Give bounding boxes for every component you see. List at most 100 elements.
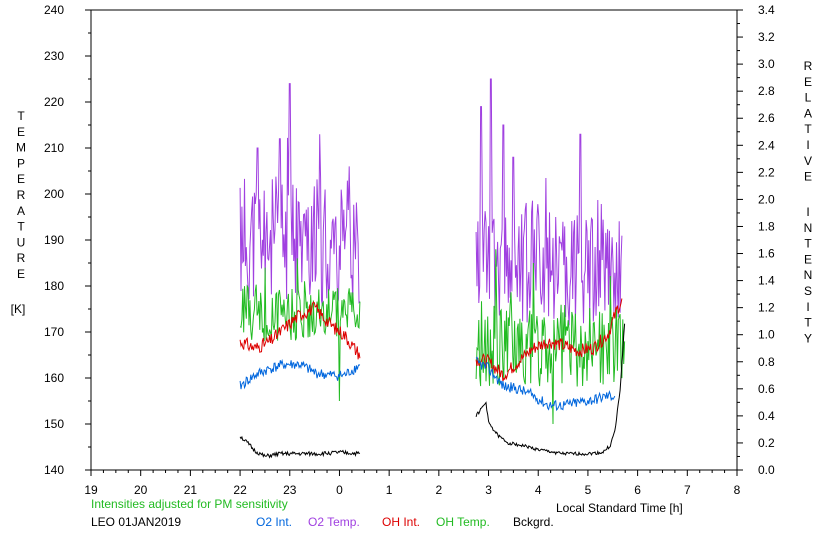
y-left-label-letter: R xyxy=(17,188,26,202)
series-layer xyxy=(239,78,626,459)
y-left-label-letter: E xyxy=(17,267,25,281)
series-line-segment xyxy=(239,358,361,390)
y-right-tick-label: 0.8 xyxy=(758,355,775,369)
y-left-unit: [K] xyxy=(11,302,26,316)
x-tick-label: 1 xyxy=(386,483,393,497)
y-left-tick-label: 170 xyxy=(44,325,64,339)
y-left-label-letter: E xyxy=(17,172,25,186)
series-line-segment xyxy=(475,298,623,382)
y-right-tick-label: 1.2 xyxy=(758,301,775,315)
y-right-label-letter: E xyxy=(804,75,812,89)
series-line-segment xyxy=(475,323,626,457)
legend-entry: O2 Temp. xyxy=(308,515,360,529)
series-line-segment xyxy=(239,301,361,360)
y-right-tick-label: 1.4 xyxy=(758,274,775,288)
plot-frame xyxy=(90,9,738,471)
y-right-label-letter: N xyxy=(804,268,813,282)
x-tick-label: 21 xyxy=(184,483,198,497)
y-left-tick-label: 180 xyxy=(44,279,64,293)
y-right-tick-label: 2.6 xyxy=(758,111,775,125)
x-tick-label: 2 xyxy=(436,483,443,497)
y-left-label-letter: A xyxy=(17,204,25,218)
series-o2-temp xyxy=(239,78,623,326)
legend: O2 Int. O2 Temp. OH Int. OH Temp. Bckgrd. xyxy=(256,515,554,529)
y-left-label-letter: U xyxy=(17,235,26,249)
series-line-segment xyxy=(475,356,616,412)
y-right-label-letter: N xyxy=(804,221,813,235)
series-bckgrd xyxy=(239,323,626,459)
y-left-tick-label: 140 xyxy=(44,463,64,477)
y-right-tick-label: 0.0 xyxy=(758,463,775,477)
x-tick-label: 5 xyxy=(585,483,592,497)
y-left-label-letter: R xyxy=(17,251,26,265)
x-tick-label: 0 xyxy=(336,483,343,497)
y-left-tick-label: 150 xyxy=(44,417,64,431)
y-right-label-letter: Y xyxy=(804,331,812,345)
y-right-tick-label: 1.0 xyxy=(758,328,775,342)
y-left-tick-label: 220 xyxy=(44,95,64,109)
y-left-tick-layer: 140 150 160 170 180 190 200 210 220 230 240 xyxy=(44,3,91,477)
legend-entry: O2 Int. xyxy=(256,515,292,529)
x-tick-label: 20 xyxy=(134,483,148,497)
y-left-tick-label: 200 xyxy=(44,187,64,201)
series-oh-int xyxy=(239,298,623,382)
y-left-tick-label: 240 xyxy=(44,3,64,17)
x-tick-label: 6 xyxy=(634,483,641,497)
y-right-label-letter: V xyxy=(804,154,812,168)
station-date: LEO 01JAN2019 xyxy=(91,515,181,529)
y-right-label-letter: T xyxy=(804,122,812,136)
y-right-label-letter: E xyxy=(804,252,812,266)
y-right-tick-label: 2.2 xyxy=(758,165,775,179)
y-right-tick-label: 3.0 xyxy=(758,57,775,71)
y-right-label-letter: I xyxy=(806,138,809,152)
y-right-tick-label: 0.4 xyxy=(758,409,775,423)
series-line-segment xyxy=(239,435,361,459)
sensitivity-note: Intensities adjusted for PM sensitivity xyxy=(91,497,288,511)
y-right-tick-layer: 0.0 0.2 0.4 0.6 0.8 1.0 1.2 1.4 1.6 1.8 2.0 2.2 2.4 2… xyxy=(737,3,775,477)
y-right-tick-label: 3.2 xyxy=(758,30,775,44)
y-left-tick-label: 230 xyxy=(44,49,64,63)
y-right-label-letter: S xyxy=(804,284,812,298)
series-line-segment xyxy=(239,83,361,307)
x-axis-label: Local Standard Time [h] xyxy=(556,501,683,515)
y-left-label-letter: M xyxy=(16,141,26,155)
x-tick-label: 22 xyxy=(233,483,247,497)
y-right-tick-label: 2.0 xyxy=(758,192,775,206)
y-right-tick-label: 0.6 xyxy=(758,382,775,396)
y-right-label-letter: L xyxy=(805,91,812,105)
x-tick-layer: 19 20 21 22 23 0 1 2 3 4 5 6 7 8 xyxy=(84,470,741,497)
y-left-label-letter: T xyxy=(17,220,25,234)
y-right-tick-label: 0.2 xyxy=(758,436,775,450)
series-line-segment xyxy=(239,258,361,402)
y-left-label-letter: P xyxy=(17,156,25,170)
y-left-label-letter: E xyxy=(17,125,25,139)
y-left-tick-label: 160 xyxy=(44,371,64,385)
legend-entry: Bckgrd. xyxy=(513,515,554,529)
y-right-label-letter: A xyxy=(804,106,812,120)
x-tick-label: 4 xyxy=(535,483,542,497)
legend-entry: OH Temp. xyxy=(436,515,490,529)
y-right-label-letter: I xyxy=(806,205,809,219)
x-tick-label: 23 xyxy=(283,483,297,497)
y-left-tick-label: 210 xyxy=(44,141,64,155)
y-right-tick-label: 1.6 xyxy=(758,247,775,261)
y-right-label-letter: I xyxy=(806,300,809,314)
series-o2-int xyxy=(239,356,616,412)
y-right-tick-label: 2.8 xyxy=(758,84,775,98)
legend-entry: OH Int. xyxy=(382,515,420,529)
x-tick-label: 19 xyxy=(84,483,98,497)
y-left-tick-label: 190 xyxy=(44,233,64,247)
y-right-tick-label: 2.4 xyxy=(758,138,775,152)
x-tick-label: 8 xyxy=(734,483,741,497)
y-left-label-letter: T xyxy=(17,109,25,123)
y-right-label-letter: T xyxy=(804,237,812,251)
x-tick-label: 3 xyxy=(485,483,492,497)
y-right-label-letter: T xyxy=(804,316,812,330)
y-right-label-letter: E xyxy=(804,170,812,184)
y-right-tick-label: 1.8 xyxy=(758,219,775,233)
y-right-tick-label: 3.4 xyxy=(758,3,775,17)
series-line-segment xyxy=(475,78,623,326)
